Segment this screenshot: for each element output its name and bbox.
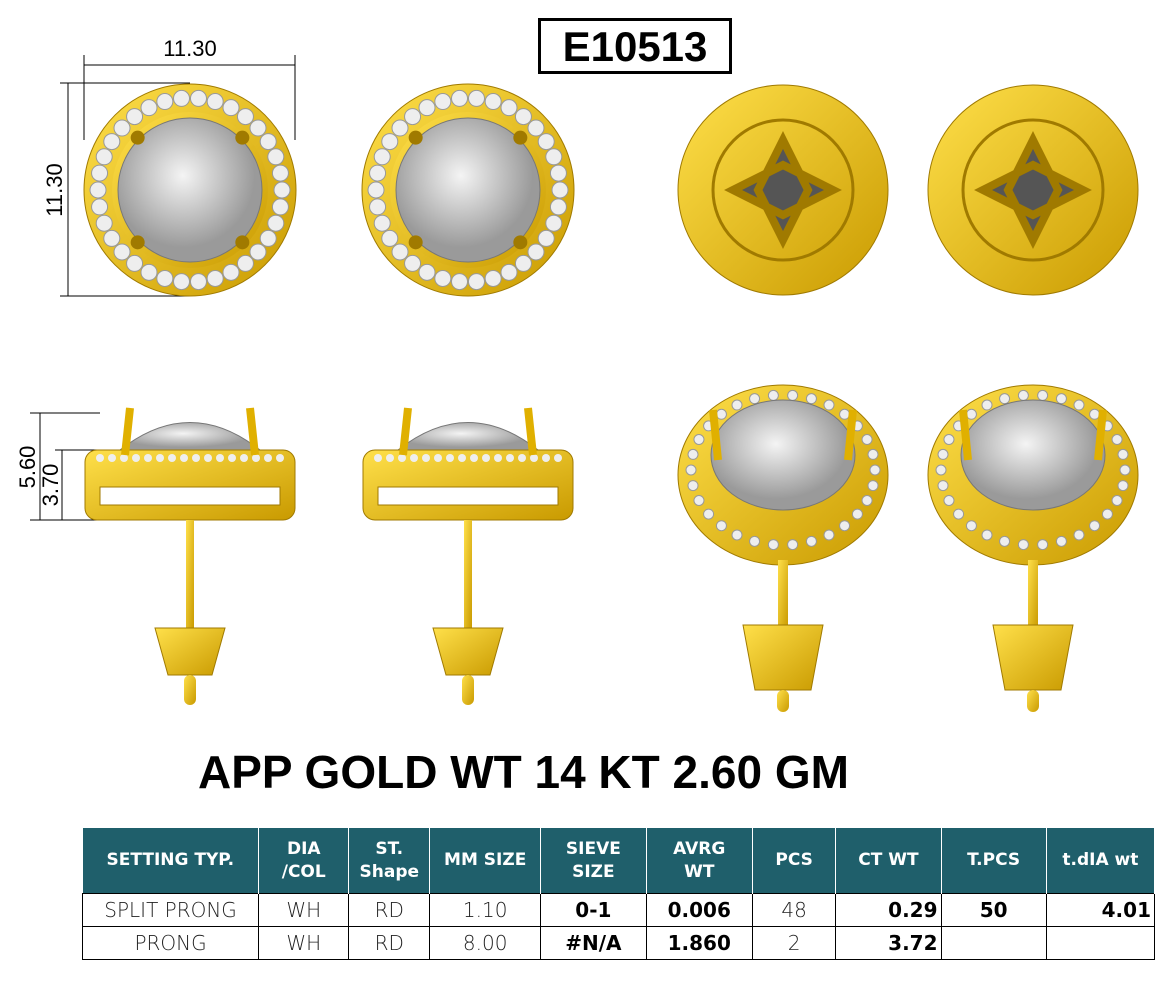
table-cell: 0.006 <box>645 893 753 927</box>
table-cell: 1.10 <box>429 893 542 927</box>
side-view-2 <box>362 407 574 705</box>
perspective-view-1 <box>677 384 889 712</box>
stone-table: SETTING TYP. DIA/COL ST. Shape MM SIZE SIEVE S… <box>81 828 1155 960</box>
table-cell: RD <box>348 926 431 960</box>
table-row: SPLIT PRONG WH RD 1.10 0-1 0.006 48 0.29 50 4.01 <box>81 893 1155 927</box>
top-view-1 <box>83 83 297 297</box>
top-view-2 <box>361 83 575 297</box>
table-cell: 8.00 <box>429 926 542 960</box>
design-code: E10513 <box>538 18 732 74</box>
column-header: DIA/COL <box>258 828 350 894</box>
table-cell: WH <box>258 926 350 960</box>
perspective-view-2 <box>927 384 1139 712</box>
column-header: PCS <box>752 828 837 894</box>
height-dimension: 11.30 <box>42 163 67 216</box>
column-header: T.PCS <box>941 828 1047 894</box>
column-header: ST. Shape <box>348 828 431 894</box>
table-cell: 0-1 <box>540 893 647 927</box>
dimension-lines <box>30 55 296 521</box>
back-view-2 <box>927 84 1139 296</box>
total-height-dimension: 5.60 <box>15 446 40 489</box>
column-header: AVRG WT <box>646 828 753 894</box>
side-view-1 <box>84 407 296 705</box>
gold-weight-title: APP GOLD WT 14 KT 2.60 GM <box>198 746 849 798</box>
table-cell: 1.860 <box>645 926 753 960</box>
table-cell: 3.72 <box>835 926 942 960</box>
table-cell <box>1045 926 1155 960</box>
width-dimension: 11.30 <box>163 36 216 61</box>
table-cell <box>940 926 1047 960</box>
table-cell: 2 <box>751 926 837 960</box>
table-cell: WH <box>258 893 350 927</box>
column-header: CT WT <box>835 828 942 894</box>
table-cell: 50 <box>940 893 1047 927</box>
table-cell: RD <box>348 893 431 927</box>
table-cell: 48 <box>751 893 837 927</box>
column-header: MM SIZE <box>429 828 542 894</box>
table-cell: #N/A <box>540 926 647 960</box>
column-header: t.dIA wt <box>1046 828 1155 894</box>
table-cell: PRONG <box>81 926 260 960</box>
earring-drawings: 11.30 11.30 5.60 3.70 <box>15 36 1139 712</box>
table-cell: SPLIT PRONG <box>81 893 260 927</box>
column-header: SETTING TYP. <box>82 828 260 894</box>
back-view-1 <box>677 84 889 296</box>
column-header: SIEVE SIZE <box>540 828 647 894</box>
table-cell: 4.01 <box>1045 893 1155 927</box>
halo-height-dimension: 3.70 <box>38 464 63 507</box>
table-cell: 0.29 <box>835 893 942 927</box>
table-row: PRONG WH RD 8.00 #N/A 1.860 2 3.72 <box>81 926 1155 960</box>
